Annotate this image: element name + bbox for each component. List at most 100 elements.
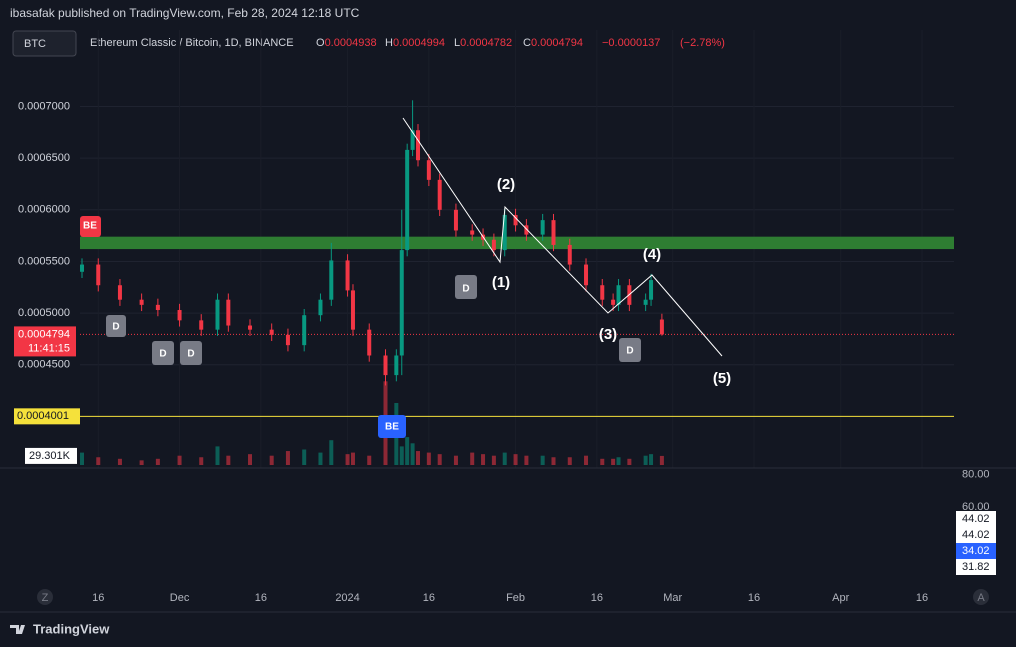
marker-text[interactable]: D bbox=[626, 346, 633, 357]
ohlc-prefix: C bbox=[523, 37, 531, 49]
candle-body bbox=[350, 290, 355, 330]
candle-body bbox=[345, 260, 350, 291]
marker-text[interactable]: D bbox=[159, 349, 166, 360]
candle-body bbox=[155, 304, 160, 311]
ohlc: L0.0004782 bbox=[454, 37, 512, 49]
marker-text[interactable]: D bbox=[187, 349, 194, 360]
volume-bar bbox=[405, 437, 410, 465]
zoom-button[interactable] bbox=[37, 589, 53, 605]
candle-body bbox=[540, 220, 545, 235]
wave-lines bbox=[402, 117, 723, 357]
wave-label: (1) bbox=[492, 274, 510, 291]
volume-bar bbox=[80, 452, 85, 465]
last-price-label: 0.0004794 bbox=[18, 328, 70, 340]
candle-body bbox=[117, 285, 122, 300]
symbol-button-text[interactable]: BTC bbox=[24, 38, 46, 50]
y-tick-label: 0.0006000 bbox=[18, 204, 70, 216]
volume-bar bbox=[199, 457, 204, 465]
x-tick-label: Dec bbox=[170, 592, 190, 604]
y-tick-label: 0.0006500 bbox=[18, 152, 70, 164]
rsi-scale-box bbox=[956, 543, 996, 559]
marker-text[interactable]: BE bbox=[385, 422, 399, 433]
auto-button[interactable] bbox=[973, 589, 989, 605]
x-tick-label: 16 bbox=[591, 592, 603, 604]
candle-body bbox=[649, 280, 654, 300]
candle-body bbox=[416, 130, 421, 161]
candle-body bbox=[551, 220, 556, 245]
volume-bar bbox=[215, 446, 220, 465]
marker-text[interactable]: D bbox=[462, 284, 469, 295]
volume-bar bbox=[627, 458, 632, 465]
ohlc-value: 0.0004938 bbox=[325, 37, 377, 49]
candle-body bbox=[453, 209, 458, 231]
candle-body bbox=[410, 130, 415, 150]
candle-body bbox=[567, 244, 572, 265]
marker[interactable] bbox=[106, 315, 126, 337]
marker[interactable] bbox=[152, 341, 174, 365]
rsi-scale-label: 31.82 bbox=[962, 561, 990, 573]
volume-bar bbox=[285, 451, 290, 465]
volume-bar bbox=[616, 457, 621, 465]
rsi-scale-box bbox=[956, 511, 996, 527]
volume-bar bbox=[453, 455, 458, 465]
volume-bar bbox=[567, 457, 572, 465]
marker[interactable] bbox=[455, 275, 477, 299]
candle-body bbox=[248, 325, 253, 330]
candle-body bbox=[215, 299, 220, 330]
last-price-box bbox=[14, 326, 76, 357]
candle-body bbox=[524, 225, 529, 235]
symbol: Ethereum Classic / Bitcoin, 1D, BINANCE bbox=[90, 37, 294, 49]
volume-bar bbox=[502, 452, 507, 465]
volume-bar bbox=[649, 454, 654, 465]
candle-body bbox=[600, 285, 605, 300]
volume-bar bbox=[611, 458, 616, 465]
ohlc-prefix: H bbox=[385, 37, 393, 49]
volume-bar bbox=[329, 440, 334, 465]
candle-body bbox=[302, 315, 307, 346]
zoom-text[interactable]: Z bbox=[42, 592, 49, 604]
symbol-button[interactable] bbox=[12, 30, 77, 57]
candle-body bbox=[383, 355, 388, 376]
marker-text[interactable]: BE bbox=[83, 221, 97, 232]
candle-body bbox=[616, 285, 621, 305]
x-tick-label: Apr bbox=[832, 592, 849, 604]
volume-bar bbox=[155, 458, 160, 465]
candle-body bbox=[318, 299, 323, 316]
wave-label: (2) bbox=[497, 176, 515, 193]
published: ibasafak published on TradingView.com, F… bbox=[10, 6, 360, 20]
level-box bbox=[14, 408, 80, 425]
volume-bar bbox=[470, 452, 475, 465]
candle-body bbox=[584, 264, 589, 286]
support-zone bbox=[80, 236, 954, 250]
volume-bar bbox=[226, 455, 231, 465]
y-tick-label: 0.0005500 bbox=[18, 255, 70, 267]
volume-bar bbox=[248, 454, 253, 465]
candle-body bbox=[269, 329, 274, 335]
marker[interactable] bbox=[619, 338, 641, 362]
volume-label-box bbox=[25, 447, 77, 464]
volume-bar bbox=[177, 455, 182, 465]
candle-body bbox=[226, 299, 231, 326]
marker-text[interactable]: D bbox=[112, 322, 119, 333]
auto-text[interactable]: A bbox=[977, 592, 985, 604]
candle-body bbox=[399, 250, 404, 356]
ohlc-prefix: O bbox=[316, 37, 325, 49]
candle-body bbox=[437, 179, 442, 210]
candle-body bbox=[491, 239, 496, 251]
x-tick-label: 16 bbox=[423, 592, 435, 604]
candle-body bbox=[659, 319, 664, 335]
marker[interactable] bbox=[378, 415, 406, 438]
logo bbox=[10, 625, 25, 634]
ohlc: C0.0004794 bbox=[523, 37, 583, 49]
x-tick-label: 16 bbox=[255, 592, 267, 604]
candle-body bbox=[513, 214, 518, 226]
volume-bar bbox=[367, 455, 372, 465]
marker[interactable] bbox=[80, 216, 101, 237]
candle-body bbox=[611, 299, 616, 305]
candle-body bbox=[394, 355, 399, 376]
volume-bar bbox=[269, 455, 274, 465]
marker[interactable] bbox=[180, 341, 202, 365]
volume-bar bbox=[318, 452, 323, 465]
volume-bar bbox=[139, 460, 144, 465]
